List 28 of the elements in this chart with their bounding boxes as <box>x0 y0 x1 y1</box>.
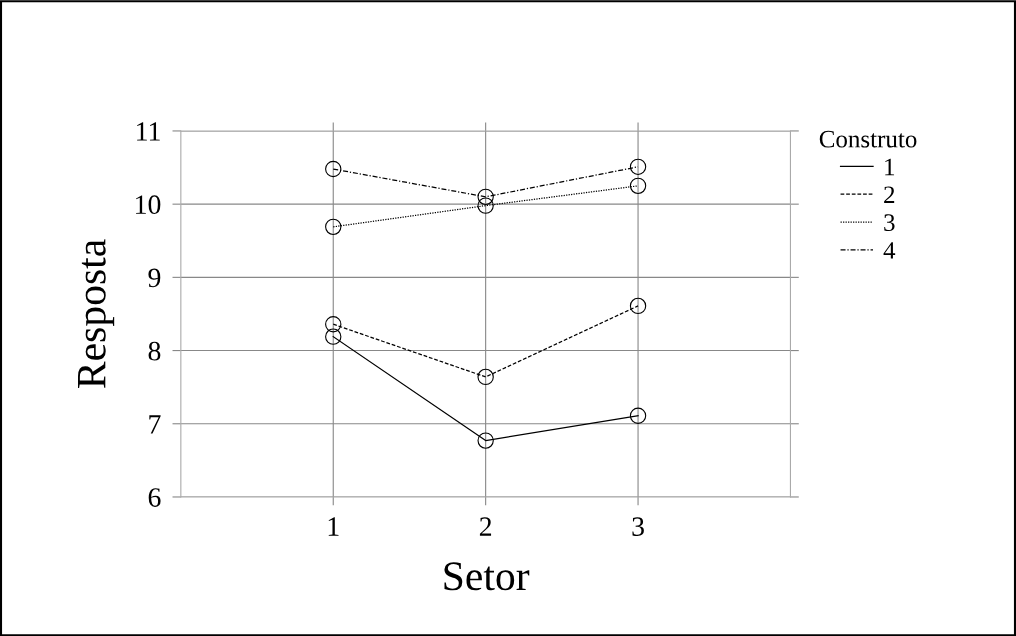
point <box>477 188 494 206</box>
y-tick-label: 6 <box>148 488 161 507</box>
point <box>325 160 342 178</box>
x-tick-label: 2 <box>479 517 492 536</box>
y-tick-label: 11 <box>137 122 160 141</box>
x-axis-title: Setor <box>444 562 530 591</box>
x-tick-label: 1 <box>328 517 339 536</box>
legend-label: 1 <box>885 158 895 176</box>
y-axis-title: Resposta <box>78 239 115 388</box>
y-tick-label: 8 <box>148 341 161 361</box>
point <box>629 177 647 195</box>
point <box>629 407 647 424</box>
y-tick-label: 10 <box>136 195 161 215</box>
point <box>325 316 342 333</box>
y-tick-label: 7 <box>149 415 161 434</box>
point <box>477 197 494 214</box>
point <box>325 328 342 345</box>
y-tick-label: 9 <box>148 268 161 288</box>
point <box>325 218 342 236</box>
legend-label: 3 <box>884 214 895 232</box>
legend-label: 4 <box>883 242 896 259</box>
point <box>629 297 647 315</box>
legend-label: 2 <box>884 186 895 203</box>
point <box>477 368 494 386</box>
point <box>477 432 494 449</box>
x-tick-label: 3 <box>632 517 644 536</box>
point <box>629 158 647 176</box>
legend-title: Construto <box>819 130 917 148</box>
